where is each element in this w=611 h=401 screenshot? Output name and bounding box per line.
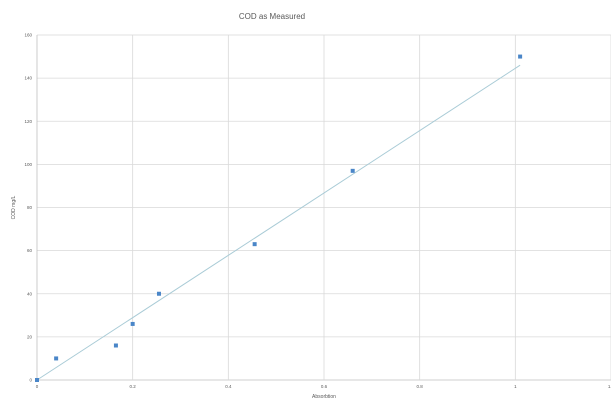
y-axis-label: COD mg/L <box>11 195 17 219</box>
data-point <box>130 321 135 326</box>
tick-labels: 0 20 40 60 80 100 120 140 160 0 0.2 0.4 0.6 0.8 1 1.2 <box>24 33 611 390</box>
data-point <box>156 291 161 296</box>
data-points <box>35 54 523 382</box>
y-tick-label: 100 <box>24 162 32 167</box>
x-tick-label: 0.4 <box>225 384 232 389</box>
data-point <box>252 242 257 247</box>
y-tick-label: 20 <box>27 334 33 339</box>
x-axis-label: Absorbtion <box>312 394 336 400</box>
y-tick-label: 0 <box>29 378 32 383</box>
y-tick-label: 60 <box>27 248 33 253</box>
data-point <box>350 168 355 173</box>
y-tick-label: 40 <box>27 291 33 296</box>
data-point <box>518 54 523 59</box>
x-tick-label: 0.8 <box>417 384 424 389</box>
data-point <box>35 378 39 382</box>
y-tick-label: 160 <box>24 33 32 38</box>
chart-title: COD as Measured <box>239 12 305 21</box>
trendline <box>36 64 521 381</box>
x-tick-label: 0.2 <box>130 384 137 389</box>
data-point <box>113 343 118 348</box>
x-tick-label: 0.6 <box>321 384 328 389</box>
gridlines <box>36 34 611 381</box>
data-point <box>54 356 59 361</box>
y-tick-label: 80 <box>27 205 33 210</box>
y-tick-label: 140 <box>24 76 32 81</box>
x-tick-label: 1 <box>514 384 517 389</box>
y-tick-label: 120 <box>24 119 32 124</box>
x-tick-label: 0 <box>36 384 39 389</box>
x-tick-label: 1.2 <box>608 384 611 389</box>
